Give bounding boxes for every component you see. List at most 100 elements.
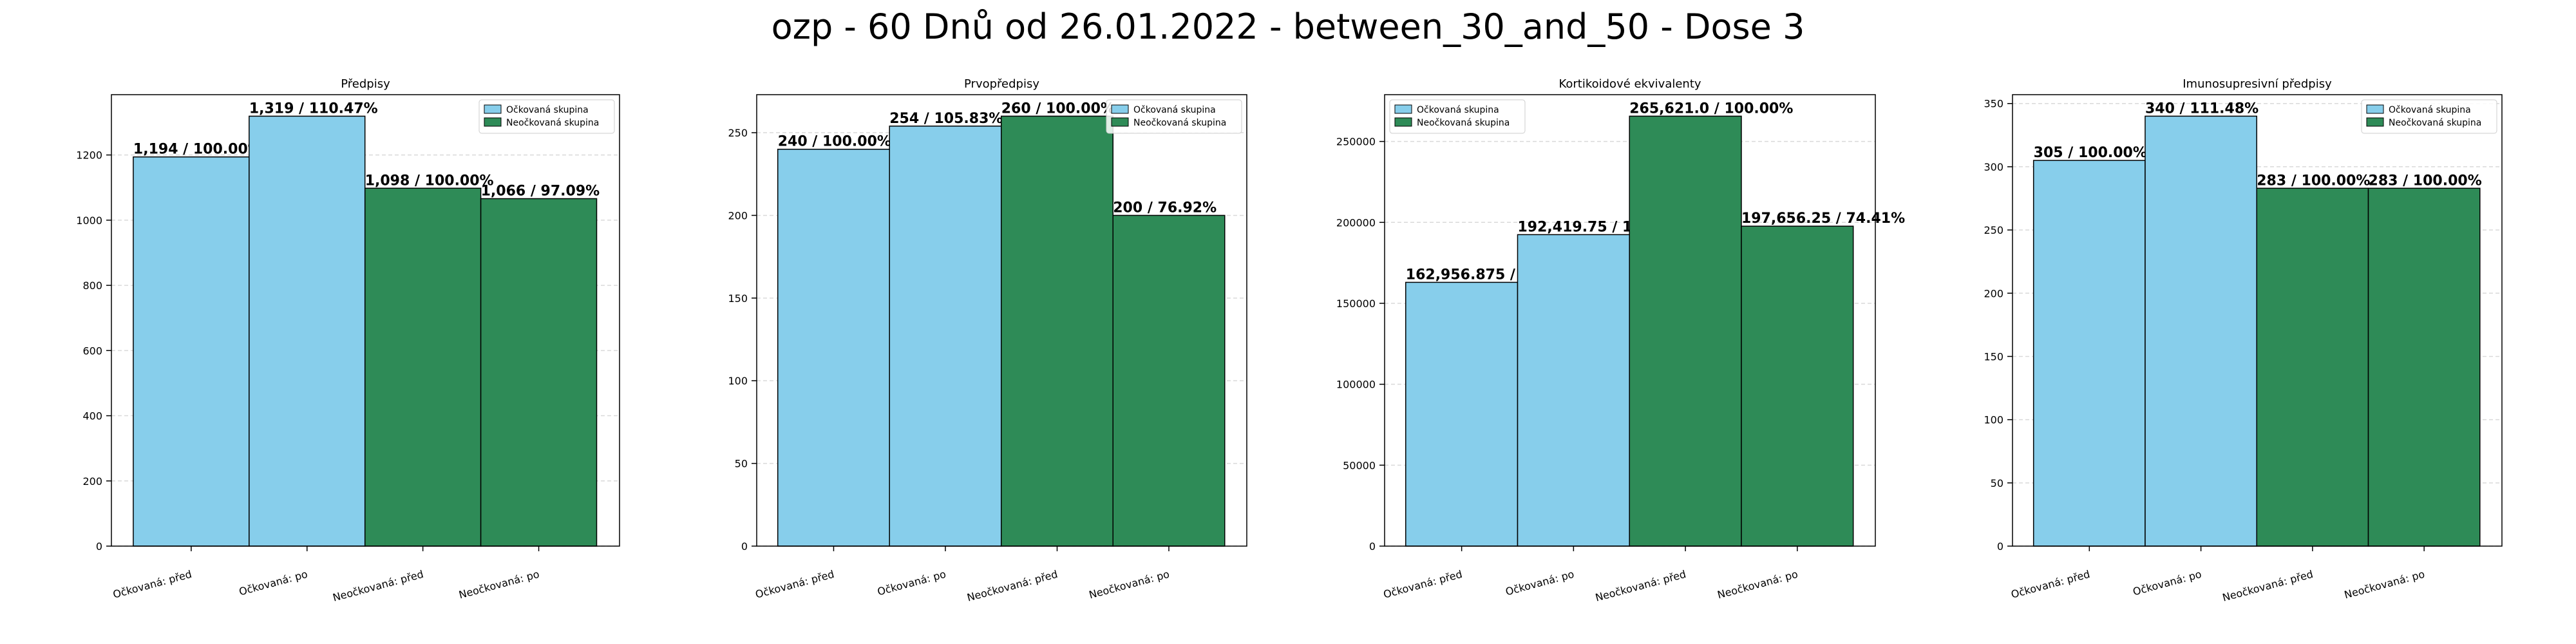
legend-label: Neočkovaná skupina — [2389, 118, 2481, 128]
chart-title: Prvopředpisy — [964, 77, 1039, 91]
legend-swatch — [484, 104, 502, 114]
data-label: 283 / 100.00% — [2369, 173, 2482, 189]
legend-label: Očkovaná skupina — [1133, 105, 1216, 115]
y-tick-label: 150000 — [1336, 298, 1376, 310]
x-tick-label: Neočkovaná: po — [1088, 568, 1171, 601]
legend-swatch — [1111, 104, 1129, 114]
data-label: 1,319 / 110.47% — [249, 100, 378, 117]
y-tick-label: 100 — [1984, 414, 2003, 426]
data-label: 305 / 100.00% — [2034, 145, 2147, 161]
y-tick-label: 250 — [728, 127, 748, 139]
bar — [1629, 115, 1742, 547]
legend-box — [1389, 99, 1526, 134]
legend-label: Neočkovaná skupina — [506, 118, 599, 128]
data-label: 1,098 / 100.00% — [365, 173, 494, 189]
y-tick-label: 200 — [1984, 287, 2003, 299]
y-tick-label: 600 — [82, 345, 102, 357]
bar — [2032, 160, 2146, 547]
x-tick-label: Neočkovaná: po — [1716, 568, 1799, 601]
y-tick-label: 800 — [82, 279, 102, 292]
data-label: 340 / 111.48% — [2145, 100, 2259, 117]
y-tick-label: 150 — [728, 292, 748, 305]
chart-title: Předpisy — [341, 77, 390, 91]
data-label: 254 / 105.83% — [889, 111, 1003, 127]
x-tick-label: Očkovaná: před — [754, 568, 836, 601]
bar — [249, 115, 366, 547]
y-tick-label: 100 — [728, 375, 748, 387]
axes-frame — [1384, 94, 1876, 547]
x-tick-label: Neočkovaná: po — [457, 568, 540, 601]
y-tick-label: 50 — [1991, 477, 2003, 489]
legend-label: Očkovaná skupina — [1417, 105, 1499, 115]
data-label: 200 / 76.92% — [1113, 200, 1217, 216]
legend-swatch — [484, 117, 502, 127]
bar — [889, 126, 1002, 547]
axes-frame — [111, 94, 620, 547]
data-label: 1,194 / 100.00% — [133, 142, 262, 158]
y-tick-label: 0 — [1369, 540, 1376, 553]
bar — [1112, 214, 1226, 547]
bar — [1000, 115, 1113, 547]
y-tick-label: 200000 — [1336, 216, 1376, 229]
y-tick-label: 0 — [96, 540, 102, 553]
y-tick-label: 400 — [82, 410, 102, 422]
data-label: 260 / 100.00% — [1001, 100, 1115, 117]
y-tick-label: 350 — [1984, 98, 2003, 110]
y-tick-label: 300 — [1984, 161, 2003, 173]
chart-title: Imunosupresivní předpisy — [2183, 77, 2332, 91]
data-label: 197,656.25 / 74.41% — [1741, 211, 1905, 227]
legend-label: Očkovaná skupina — [506, 105, 589, 115]
x-tick-label: Očkovaná: před — [111, 568, 193, 601]
legend: Očkovaná skupina Neočkovaná skupina — [478, 99, 615, 134]
y-tick-label: 200 — [82, 475, 102, 488]
legend-box — [2361, 99, 2497, 134]
x-tick-label: Neočkovaná: před — [1594, 568, 1687, 604]
bar — [1741, 225, 1854, 547]
data-label: 265,621.0 / 100.00% — [1629, 100, 1793, 117]
legend-swatch — [2366, 104, 2384, 114]
legend-swatch — [2366, 117, 2384, 127]
chart-3: 050000100000150000200000250000162,956.87… — [1336, 77, 1905, 604]
chart-2: 0 50 100 150 200 250 240 / 100.00% Očkovaná: př… — [728, 77, 1247, 604]
legend-box — [478, 99, 615, 134]
legend-label: Očkovaná skupina — [2389, 105, 2471, 115]
data-label: 1,066 / 97.09% — [481, 183, 600, 199]
legend: Očkovaná skupina Neočkovaná skupina — [1389, 99, 1526, 134]
bar — [133, 156, 250, 547]
bar — [1405, 281, 1519, 547]
y-tick-label: 150 — [1984, 350, 2003, 363]
y-tick-label: 200 — [728, 209, 748, 222]
figure-title: ozp - 60 Dnů od 26.01.2022 - between_30_… — [772, 6, 1805, 47]
x-tick-label: Očkovaná: před — [1382, 568, 1464, 601]
axes-frame — [756, 94, 1247, 547]
x-tick-label: Neočkovaná: před — [2221, 568, 2315, 604]
y-tick-label: 0 — [741, 540, 748, 553]
x-tick-label: Neočkovaná: po — [2343, 568, 2426, 601]
chart-1: 0 200 400 600 800 1000 1200 1,194 / 100.00% Očko… — [76, 77, 620, 604]
legend-swatch — [1394, 104, 1412, 114]
legend-swatch — [1111, 117, 1129, 127]
legend-label: Neočkovaná skupina — [1417, 118, 1510, 128]
y-tick-label: 0 — [1997, 540, 2003, 553]
legend-swatch — [1394, 117, 1412, 127]
legend-box — [1106, 99, 1242, 134]
y-tick-label: 50 — [735, 458, 748, 470]
x-tick-label: Očkovaná: po — [876, 568, 947, 598]
bar — [480, 198, 598, 547]
legend: Očkovaná skupina Neočkovaná skupina — [1106, 99, 1242, 134]
bar — [364, 187, 482, 547]
chart-title: Kortikoidové ekvivalenty — [1558, 77, 1701, 91]
bar — [777, 148, 890, 547]
y-tick-label: 50000 — [1343, 459, 1376, 471]
chart-4: 0 50 100 150 200 250 300 350 305 / 100.00% Očkova… — [1984, 77, 2503, 604]
x-tick-label: Očkovaná: před — [2010, 568, 2092, 601]
legend: Očkovaná skupina Neočkovaná skupina — [2361, 99, 2497, 134]
data-label: 283 / 100.00% — [2257, 173, 2370, 189]
bar — [1517, 234, 1630, 547]
y-tick-label: 1000 — [76, 214, 102, 227]
data-label: 240 / 100.00% — [778, 134, 891, 150]
y-tick-label: 250000 — [1336, 136, 1376, 148]
x-tick-label: Neočkovaná: před — [965, 568, 1059, 604]
x-tick-label: Očkovaná: po — [1504, 568, 1576, 598]
